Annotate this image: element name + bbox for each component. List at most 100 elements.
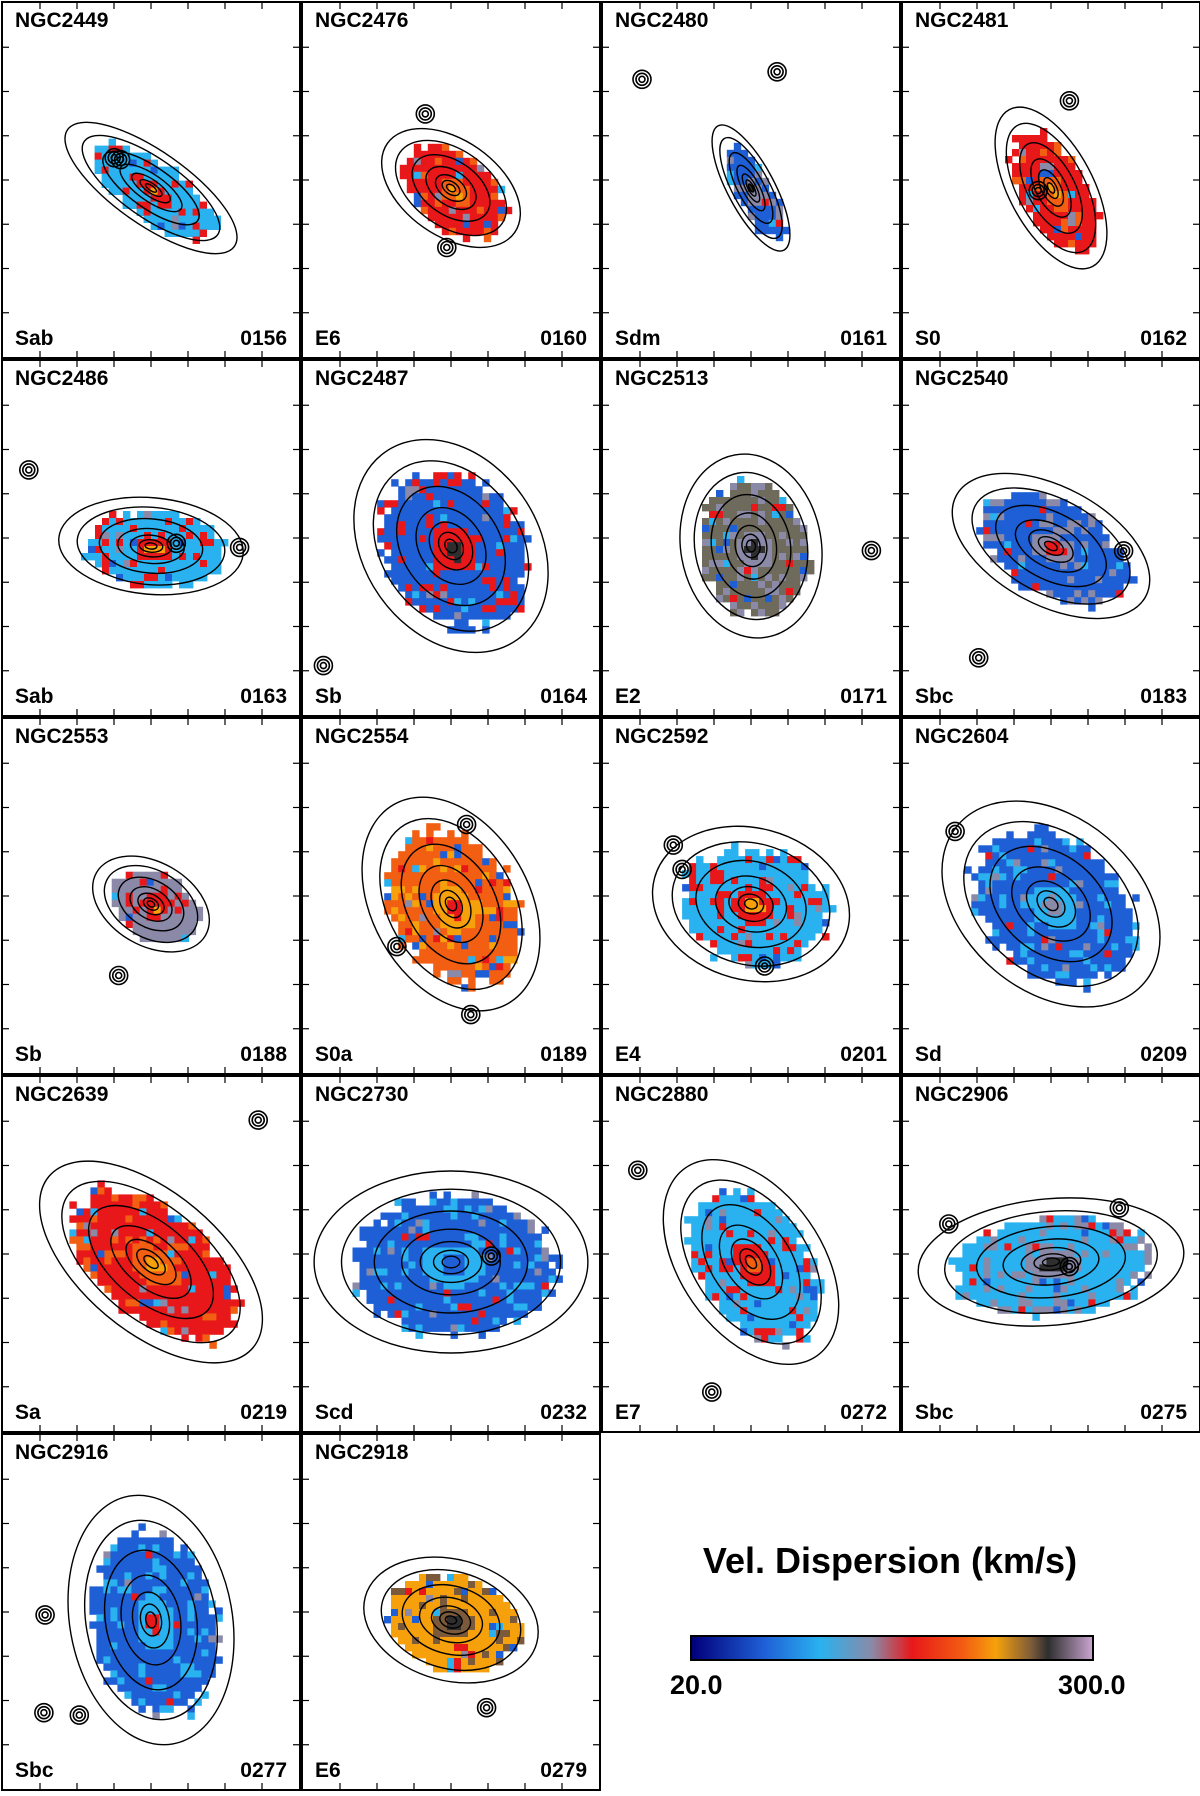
star-contour xyxy=(232,540,247,555)
spaxel xyxy=(709,497,717,505)
spaxel xyxy=(482,1623,490,1631)
spaxel xyxy=(1025,548,1033,556)
spaxel xyxy=(510,956,518,964)
spaxel xyxy=(1039,555,1047,563)
galaxy-panel: NGC2880 E7 0272 xyxy=(601,1075,901,1433)
spaxel xyxy=(373,1233,381,1241)
isophote xyxy=(944,1210,1158,1314)
spaxel xyxy=(1019,170,1027,178)
spaxel xyxy=(412,514,420,522)
spaxel xyxy=(1019,191,1027,199)
spaxel xyxy=(775,1286,783,1294)
spaxel xyxy=(709,574,717,582)
spaxel xyxy=(223,1285,231,1293)
spaxel xyxy=(398,1602,406,1610)
spaxel xyxy=(174,1313,182,1321)
spaxel xyxy=(1109,1264,1117,1272)
spaxel xyxy=(165,574,173,582)
spaxel xyxy=(108,180,116,188)
spaxel xyxy=(180,1684,188,1692)
spaxel xyxy=(433,591,441,599)
spaxel xyxy=(719,1209,727,1217)
spaxel xyxy=(1004,1243,1012,1251)
spaxel xyxy=(793,574,801,582)
star-contour xyxy=(630,1163,645,1178)
spaxel xyxy=(419,1588,427,1596)
spaxel xyxy=(207,532,215,540)
spaxel xyxy=(1047,163,1055,171)
morphology-type: Sbc xyxy=(915,1401,954,1424)
spaxel xyxy=(160,871,169,880)
star-contour xyxy=(18,460,39,480)
spaxel xyxy=(443,1226,451,1234)
spaxel xyxy=(524,535,532,543)
spaxel xyxy=(1060,576,1068,584)
spaxel xyxy=(461,556,469,564)
spaxel xyxy=(109,518,117,526)
spaxel xyxy=(1081,1236,1089,1244)
spaxel xyxy=(1089,219,1097,227)
cube-id: 0156 xyxy=(240,327,287,350)
spaxel xyxy=(761,1258,769,1266)
spaxel xyxy=(726,1202,734,1210)
spaxel xyxy=(454,486,462,494)
spaxel xyxy=(419,921,427,929)
spaxel xyxy=(492,1296,500,1304)
spaxel xyxy=(1081,1229,1089,1237)
spaxel xyxy=(1104,957,1112,965)
spaxel xyxy=(391,1588,399,1596)
spaxel xyxy=(1083,859,1091,867)
spaxel xyxy=(1053,527,1061,535)
isophote xyxy=(400,843,502,965)
spaxel xyxy=(1032,555,1040,563)
star-contour xyxy=(941,1217,956,1231)
spaxel xyxy=(412,500,420,508)
spaxel xyxy=(759,884,767,892)
spaxel xyxy=(787,940,795,948)
spaxel xyxy=(499,1226,507,1234)
spaxel xyxy=(97,1278,105,1286)
spaxel xyxy=(1046,541,1054,549)
spaxel xyxy=(475,872,483,880)
spaxel xyxy=(726,1230,734,1238)
spaxel xyxy=(738,877,746,885)
spaxel xyxy=(192,194,200,202)
spaxel xyxy=(158,539,166,547)
spaxel xyxy=(1116,576,1124,584)
spaxel xyxy=(160,1299,168,1307)
spaxel xyxy=(1039,1285,1047,1293)
spaxel xyxy=(475,570,483,578)
spaxel xyxy=(186,553,194,561)
spaxel xyxy=(426,1581,434,1589)
spaxel xyxy=(1095,1292,1103,1300)
spaxel xyxy=(1039,506,1047,514)
spaxel xyxy=(513,1233,521,1241)
spaxel xyxy=(983,527,991,535)
spaxel xyxy=(702,518,710,526)
spaxel xyxy=(1046,1292,1054,1300)
spaxel xyxy=(1011,1306,1019,1314)
spaxel xyxy=(747,212,756,221)
spaxel xyxy=(520,1310,528,1318)
spaxel xyxy=(1060,1250,1068,1258)
spaxel xyxy=(1033,135,1041,143)
spaxel xyxy=(1039,1222,1047,1230)
spaxel xyxy=(702,546,710,554)
isophote xyxy=(380,127,522,249)
spaxel xyxy=(737,483,745,491)
spaxel xyxy=(1018,506,1026,514)
spaxel xyxy=(761,1321,769,1329)
spaxel xyxy=(131,1600,139,1608)
spaxel xyxy=(457,1254,465,1262)
cube-id: 0171 xyxy=(840,685,887,708)
spaxel xyxy=(157,180,165,188)
isophote-contours xyxy=(313,1170,589,1354)
spaxel xyxy=(412,556,420,564)
spaxel xyxy=(744,595,752,603)
spaxel xyxy=(426,570,434,578)
isophote-contours xyxy=(353,438,549,654)
spaxel xyxy=(703,877,711,885)
spaxel xyxy=(151,518,159,526)
spaxel xyxy=(186,560,194,568)
